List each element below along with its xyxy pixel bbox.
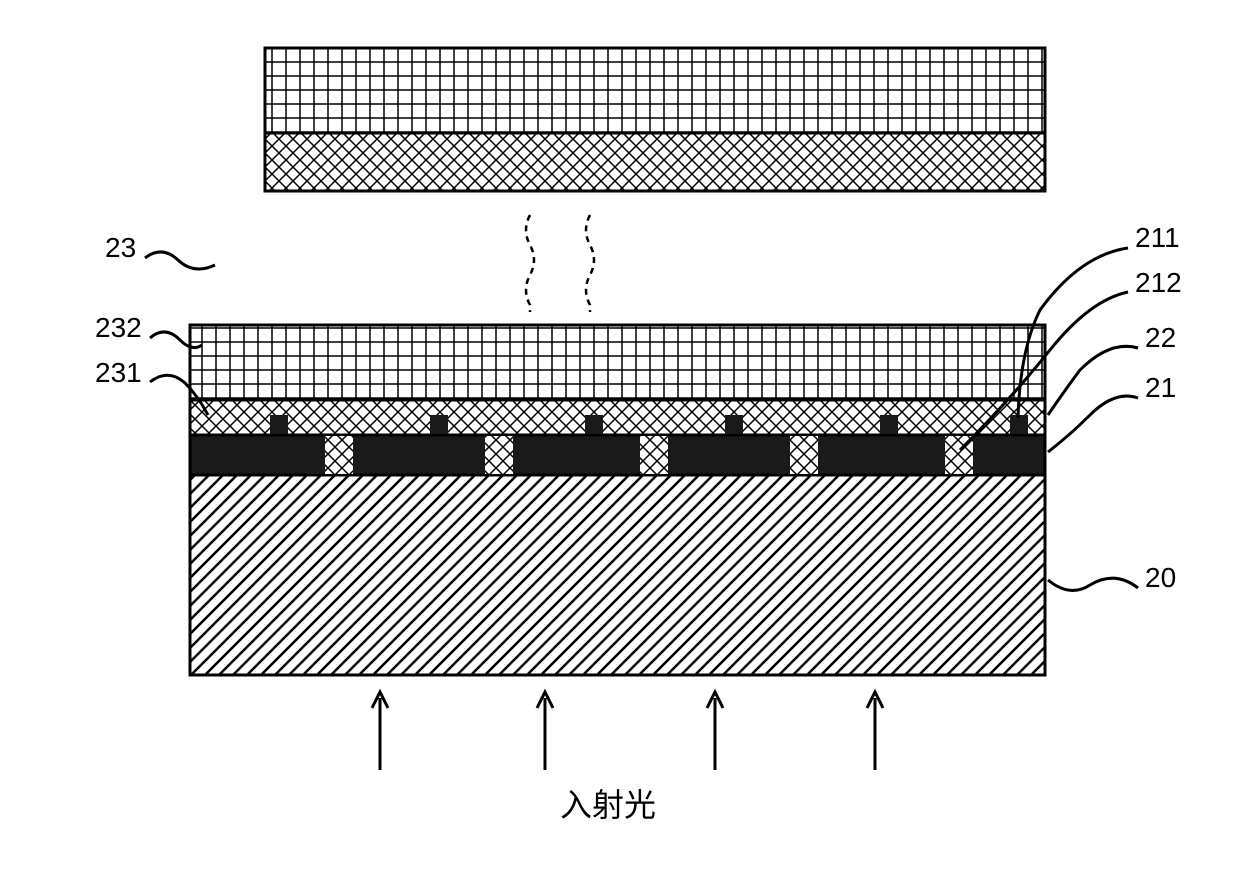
incident-light-arrows bbox=[372, 692, 883, 770]
diagram-svg bbox=[20, 20, 1240, 851]
label-20: 20 bbox=[1145, 562, 1176, 594]
label-211: 211 bbox=[1135, 222, 1180, 254]
label-23: 23 bbox=[105, 232, 136, 264]
label-212: 212 bbox=[1135, 267, 1182, 299]
label-22: 22 bbox=[1145, 322, 1176, 354]
label-21: 21 bbox=[1145, 372, 1176, 404]
caption-incident-light: 入射光 bbox=[560, 780, 656, 826]
label-231: 231 bbox=[95, 357, 142, 389]
label-232: 232 bbox=[95, 312, 142, 344]
wavy-connectors bbox=[526, 215, 594, 312]
diagram-container: 23 232 231 211 212 22 21 20 入射光 bbox=[20, 20, 1240, 851]
lower-block bbox=[190, 325, 1045, 675]
upper-block bbox=[265, 48, 1045, 191]
